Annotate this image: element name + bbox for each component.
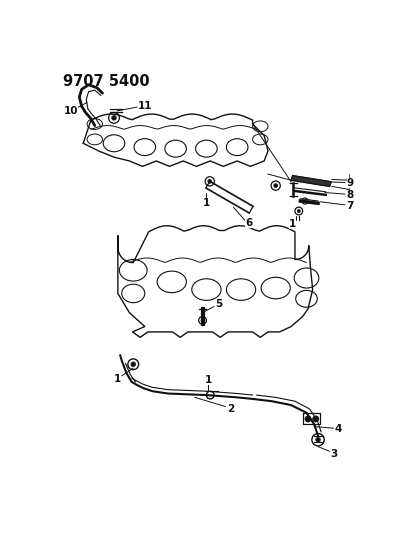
Circle shape [313, 416, 319, 422]
Text: 1: 1 [203, 198, 210, 207]
Text: 3: 3 [330, 449, 337, 458]
Text: 1: 1 [289, 219, 296, 229]
Circle shape [305, 416, 311, 422]
Text: 10: 10 [64, 106, 78, 116]
Text: 11: 11 [138, 101, 152, 110]
Text: 7: 7 [347, 200, 354, 211]
Polygon shape [291, 175, 331, 187]
Text: 9: 9 [347, 179, 354, 188]
Circle shape [112, 116, 116, 120]
Text: 4: 4 [335, 424, 342, 434]
Text: 9707 5400: 9707 5400 [63, 74, 150, 89]
Circle shape [131, 362, 136, 367]
Circle shape [316, 438, 320, 442]
Text: 2: 2 [227, 404, 235, 414]
Circle shape [274, 184, 277, 188]
Text: 1: 1 [204, 375, 212, 385]
Text: 8: 8 [347, 190, 354, 200]
Polygon shape [302, 413, 320, 424]
Circle shape [297, 209, 300, 213]
Circle shape [201, 319, 204, 322]
Text: 1: 1 [114, 374, 122, 384]
Text: 5: 5 [215, 299, 222, 309]
Polygon shape [83, 114, 268, 166]
Text: 6: 6 [245, 219, 252, 228]
Circle shape [208, 180, 212, 183]
Polygon shape [118, 225, 313, 337]
